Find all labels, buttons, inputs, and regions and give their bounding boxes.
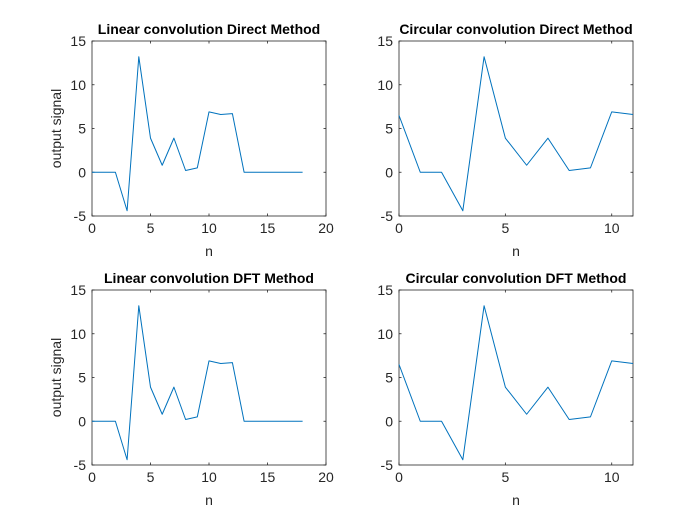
series-line <box>92 305 303 461</box>
x-tick-label: 15 <box>260 220 276 236</box>
y-tick-label: 15 <box>70 33 86 49</box>
y-tick-label: 10 <box>377 326 393 342</box>
y-tick-label: -5 <box>74 208 87 224</box>
y-tick-label: 10 <box>377 77 393 93</box>
y-tick-label: 5 <box>385 370 393 386</box>
y-axis-label: output signal <box>48 338 64 417</box>
y-tick-label: 5 <box>78 121 86 137</box>
x-tick-label: 5 <box>501 469 509 485</box>
y-tick-label: 0 <box>78 164 86 180</box>
x-tick-label: 5 <box>147 469 155 485</box>
x-tick-label: 10 <box>604 220 620 236</box>
x-tick-label: 10 <box>604 469 620 485</box>
series-line <box>398 305 634 461</box>
y-tick-label: 0 <box>385 164 393 180</box>
x-tick-label: 0 <box>395 220 403 236</box>
chart-title: Circular convolution DFT Method <box>406 270 627 286</box>
y-tick-label: 0 <box>385 413 393 429</box>
series-line <box>92 56 303 212</box>
x-tick-label: 10 <box>201 220 217 236</box>
x-tick-label: 10 <box>201 469 217 485</box>
x-tick-label: 0 <box>88 469 96 485</box>
chart-title: Circular convolution Direct Method <box>399 21 632 37</box>
y-tick-label: -5 <box>381 457 394 473</box>
x-axis-label: n <box>205 243 213 259</box>
x-tick-label: 15 <box>260 469 276 485</box>
series-line <box>398 56 634 212</box>
y-tick-label: -5 <box>74 457 87 473</box>
y-tick-label: 10 <box>70 77 86 93</box>
y-tick-label: 5 <box>385 121 393 137</box>
x-axis-label: n <box>512 492 520 508</box>
y-tick-label: -5 <box>381 208 394 224</box>
y-tick-label: 0 <box>78 413 86 429</box>
x-tick-label: 20 <box>318 220 334 236</box>
x-tick-label: 0 <box>88 220 96 236</box>
chart-title: Linear convolution DFT Method <box>104 270 314 286</box>
x-tick-label: 20 <box>318 469 334 485</box>
x-axis-label: n <box>205 492 213 508</box>
y-tick-label: 15 <box>70 282 86 298</box>
y-tick-label: 15 <box>377 33 393 49</box>
y-tick-label: 10 <box>70 326 86 342</box>
chart-title: Linear convolution Direct Method <box>98 21 320 37</box>
x-tick-label: 5 <box>501 220 509 236</box>
x-axis-label: n <box>512 243 520 259</box>
y-tick-label: 15 <box>377 282 393 298</box>
y-axis-label: output signal <box>48 89 64 168</box>
y-tick-label: 5 <box>78 370 86 386</box>
x-tick-label: 5 <box>147 220 155 236</box>
x-tick-label: 0 <box>395 469 403 485</box>
